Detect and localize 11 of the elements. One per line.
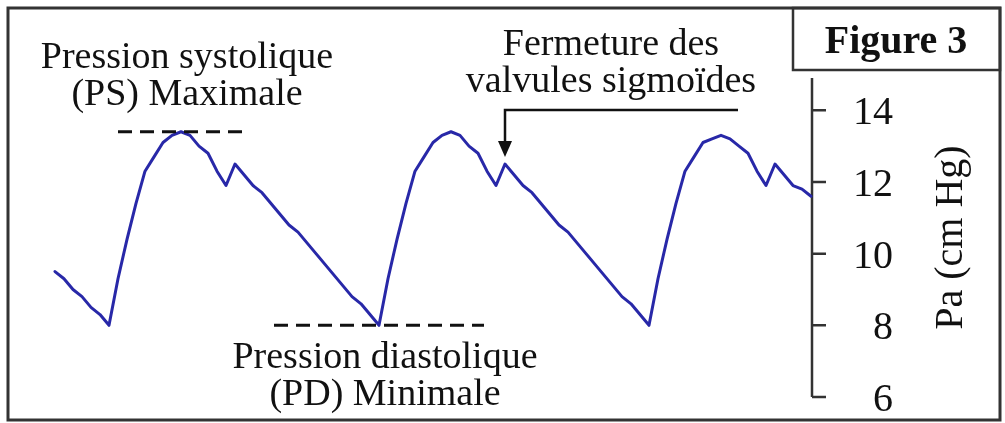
y-tick-label: 6 (873, 374, 893, 420)
ref-line-label: Pression systolique (PS) Maximale (40, 33, 334, 114)
y-tick-label: 12 (853, 159, 893, 205)
y-tick-label: 14 (853, 87, 893, 133)
ref-line-label: Pression diastolique (PD) Minimale (232, 334, 538, 415)
y-axis-title: Pa (cm Hg) (925, 145, 971, 330)
y-tick-label: 10 (853, 231, 893, 277)
line-series (53, 130, 813, 327)
text: Figure 3 (824, 17, 968, 62)
y-tick-label: 8 (873, 302, 893, 348)
annotation: Fermeture des valvules sigmoïdes (465, 21, 757, 101)
